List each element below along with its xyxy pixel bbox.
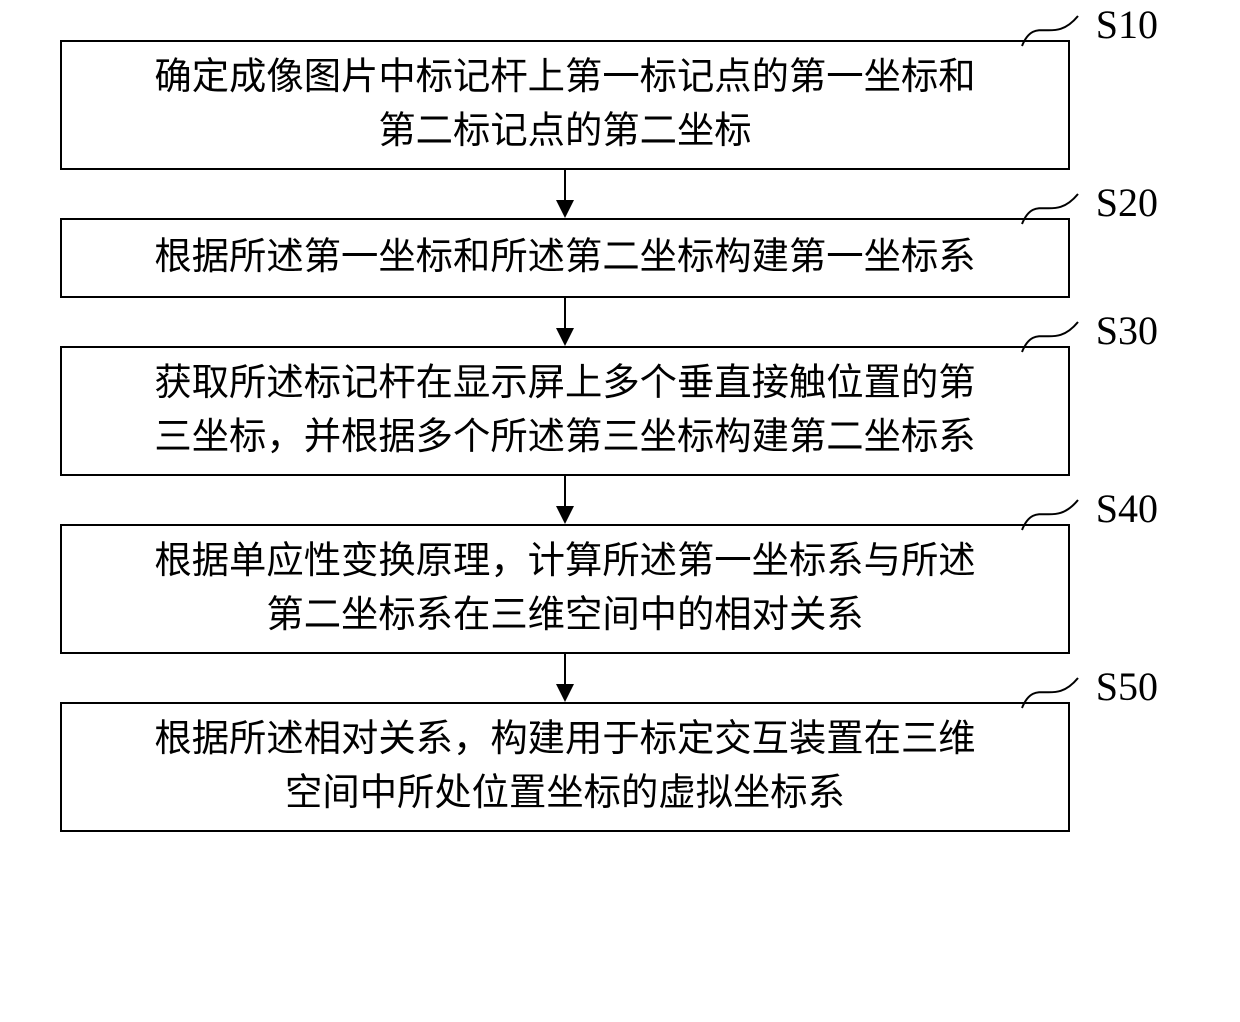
flow-arrow [60, 170, 1070, 218]
step-box-s20: 根据所述第一坐标和所述第二坐标构建第一坐标系S20 [60, 218, 1070, 298]
step-text-line: 根据所述第一坐标和所述第二坐标构建第一坐标系 [154, 231, 975, 285]
flow-arrow [60, 654, 1070, 702]
step-text-line: 第二标记点的第二坐标 [378, 105, 751, 159]
label-leader-curve [1020, 12, 1080, 48]
flow-arrow [60, 476, 1070, 524]
step-text-line: 第二坐标系在三维空间中的相对关系 [266, 589, 863, 643]
step-box-s50: 根据所述相对关系，构建用于标定交互装置在三维空间中所处位置坐标的虚拟坐标系S50 [60, 702, 1070, 832]
step-text-line: 根据所述相对关系，构建用于标定交互装置在三维 [154, 713, 975, 767]
flowchart-container: 确定成像图片中标记杆上第一标记点的第一坐标和第二标记点的第二坐标S10 根据所述第… [60, 40, 1180, 832]
step-text-line: 获取所述标记杆在显示屏上多个垂直接触位置的第 [154, 357, 975, 411]
step-text-line: 确定成像图片中标记杆上第一标记点的第一坐标和 [154, 51, 975, 105]
step-label-s20: S20 [1096, 174, 1158, 232]
step-label-s30: S30 [1096, 302, 1158, 360]
label-leader-curve [1020, 674, 1080, 710]
step-label-s10: S10 [1096, 0, 1158, 54]
step-text-line: 三坐标，并根据多个所述第三坐标构建第二坐标系 [154, 411, 975, 465]
step-label-s40: S40 [1096, 480, 1158, 538]
step-box-s10: 确定成像图片中标记杆上第一标记点的第一坐标和第二标记点的第二坐标S10 [60, 40, 1070, 170]
label-leader-curve [1020, 496, 1080, 532]
step-box-s30: 获取所述标记杆在显示屏上多个垂直接触位置的第三坐标，并根据多个所述第三坐标构建第… [60, 346, 1070, 476]
step-box-s40: 根据单应性变换原理，计算所述第一坐标系与所述第二坐标系在三维空间中的相对关系S4… [60, 524, 1070, 654]
label-leader-curve [1020, 318, 1080, 354]
flow-arrow [60, 298, 1070, 346]
step-text-line: 根据单应性变换原理，计算所述第一坐标系与所述 [154, 535, 975, 589]
step-label-s50: S50 [1096, 658, 1158, 716]
step-text-line: 空间中所处位置坐标的虚拟坐标系 [285, 767, 845, 821]
label-leader-curve [1020, 190, 1080, 226]
